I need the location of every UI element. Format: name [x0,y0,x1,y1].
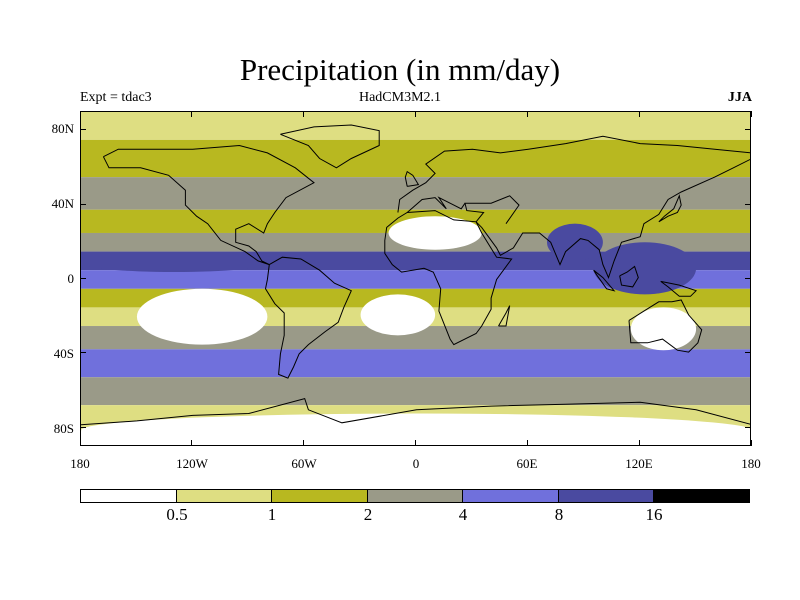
lat-tick [745,352,751,354]
season-label: JJA [727,90,752,105]
feature-antarctica [81,413,750,445]
lon-tick [303,440,305,446]
lon-tick [191,111,193,117]
feature-itcz-pacific [81,253,268,273]
map-canvas [81,112,750,445]
coastline-asia-south [464,158,750,279]
zonal-band [81,112,750,140]
feature-se-pacific-subtropics [136,288,268,345]
colorbar-label-2: 2 [363,505,373,524]
feature-southern-ocean-storm-track [81,350,750,373]
coastline-new-guinea [660,280,698,297]
lon-tick [526,440,528,446]
feature-south-atlantic-subtropics [360,294,436,336]
lat-label-80s: 80S [53,421,74,436]
coastline-south-america [264,256,352,379]
lat-tick [80,278,86,279]
colorbar-label-1: 1 [267,505,277,524]
feature-indian-monsoon [546,223,603,261]
coastline-africa [384,210,513,346]
lon-tick [191,440,193,446]
precipitation-map [80,111,751,446]
lon-label-180w: 180 [70,456,90,471]
lon-tick [526,111,528,117]
colorbar-segment-4 [463,490,559,502]
colorbar-label-4: 4 [458,505,468,524]
zonal-band [81,139,750,178]
colorbar-label-16: 16 [645,505,663,524]
coastline-madagascar [498,305,511,327]
colorbar-segment-6 [654,490,750,502]
lon-label-180e: 180 [741,456,761,471]
coastline-antarctica [81,397,750,426]
zonal-band [81,270,750,289]
lat-tick [80,352,86,354]
colorbar [80,489,750,503]
lon-tick [638,440,640,446]
lon-tick [750,111,752,117]
colorbar-label-0.5: 0.5 [166,505,188,524]
lon-tick [415,440,416,446]
model-label: HadCM3M2.1 [358,90,442,105]
colorbar-segment-2 [272,490,368,502]
coastline-sumatra [593,269,616,292]
lon-label-120w: 120W [176,456,208,471]
experiment-label: Expt = tdac3 [80,90,152,105]
lon-label-120e: 120E [625,456,653,471]
coastline-eurasia [397,135,750,213]
colorbar-segment-3 [367,490,464,502]
lon-label-60w: 60W [291,456,317,471]
lat-label-80n: 80N [51,121,74,136]
lat-tick [745,426,751,428]
lat-tick [80,203,86,205]
zonal-band [81,177,750,210]
lat-tick [80,426,86,428]
lon-label-0: 0 [412,456,420,471]
coastline-australia [628,299,703,353]
lon-tick [638,111,640,117]
lat-tick [745,129,751,131]
lat-label-40s: 40S [53,346,74,361]
colorbar-segment-0 [81,490,177,502]
colorbar-segment-5 [558,490,655,502]
lon-tick [415,111,416,117]
lon-tick [303,111,305,117]
colorbar-segment-1 [176,490,273,502]
coastline-north-america [102,144,315,266]
zonal-band [81,377,750,406]
feature-sahara [388,216,482,250]
lat-label-40n: 40N [51,196,74,211]
lat-tick [745,203,751,205]
lat-label-0: 0 [67,271,75,286]
coastline-europe-med [406,196,466,213]
lon-label-60e: 60E [516,456,538,471]
coastline-greenland [280,124,380,169]
lon-tick [750,440,752,446]
lat-tick [745,278,751,279]
lat-tick [80,129,86,131]
colorbar-label-8: 8 [554,505,564,524]
coastline-uk [404,170,420,187]
feature-maritime-continent [593,242,697,295]
coastline-borneo [619,265,639,288]
coastline-japan [658,194,682,223]
map-title: Precipitation (in mm/day) [239,52,561,87]
feature-australia [630,307,697,351]
